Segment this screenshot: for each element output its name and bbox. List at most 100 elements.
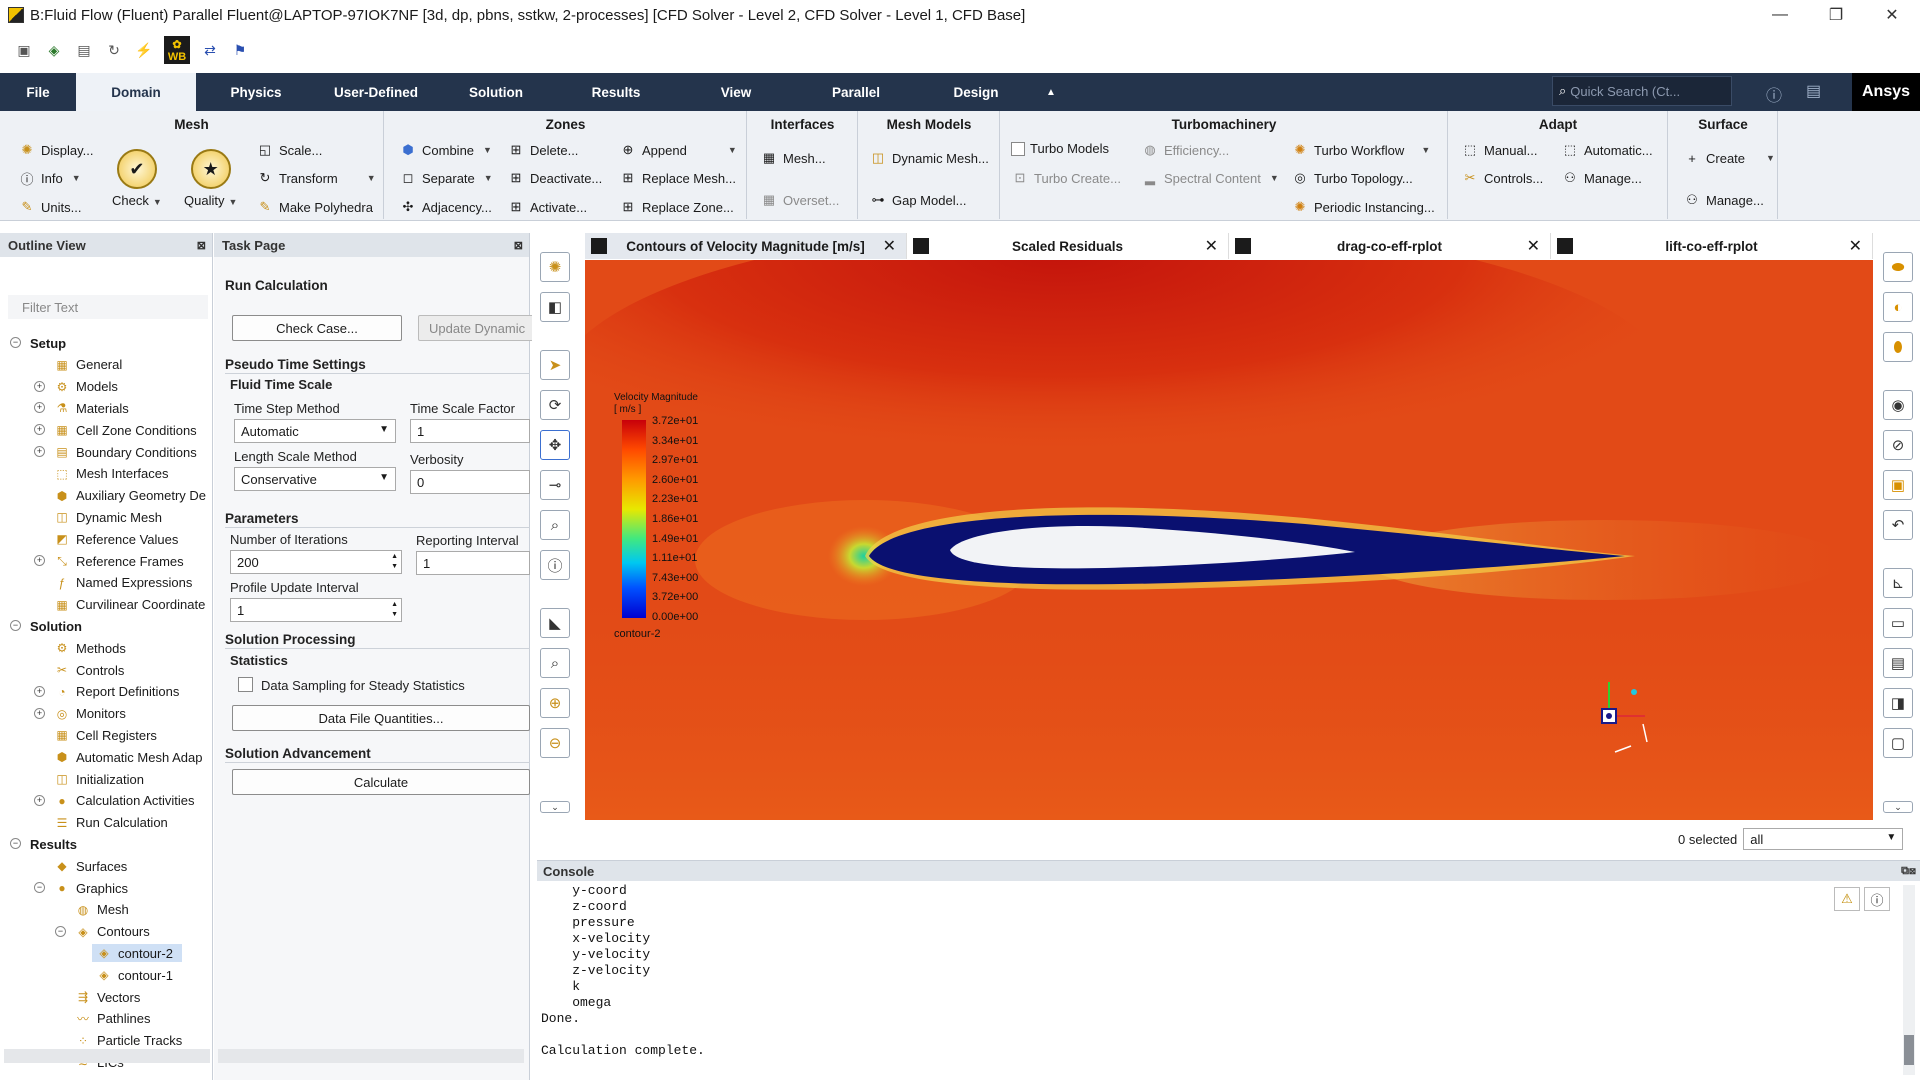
colormap-icon[interactable]: ◨ [1883,688,1913,718]
expand-icon[interactable]: + [34,402,45,414]
spectral-content-button[interactable]: ▂ Spectral Content ▼ [1141,169,1279,187]
flag-icon[interactable]: ⚑ [233,41,247,58]
views-icon[interactable]: ◧ [540,292,570,322]
close-panel-icon[interactable]: ⊠ [513,239,523,252]
gap-model-button[interactable]: ⊶ Gap Model... [869,191,967,209]
collapse-icon[interactable]: − [34,882,45,893]
tree-item[interactable]: ⬢ Auxiliary Geometry De [0,486,212,506]
tree-item[interactable]: + ⚗ Materials [0,398,212,418]
expand-icon[interactable]: + [34,685,45,697]
length-scale-select[interactable]: Conservative ▼ [234,467,396,491]
tree-item[interactable]: ◆ Surfaces [0,856,212,876]
parameters-icon[interactable]: ⇄ [204,41,216,58]
time-scale-factor-input[interactable]: 1 [410,419,530,443]
tab-parallel[interactable]: Parallel [831,84,881,100]
tree-item[interactable]: + ● Calculation Activities [0,791,212,811]
iterations-input[interactable]: 200 ▲ ▼ [230,550,402,574]
activate-button[interactable]: ⊞ Activate... [507,198,588,216]
automatic-adapt-button[interactable]: ⬚ Automatic... [1561,141,1653,159]
tree-item[interactable]: ⇶ Vectors [0,987,212,1007]
close-tab-icon[interactable]: ✕ [1848,238,1862,255]
check-button[interactable]: ✔ Check ▼ [112,149,162,208]
close-tab-icon[interactable]: ✕ [882,238,896,255]
time-step-method-select[interactable]: Automatic ▼ [234,419,396,443]
close-window-button[interactable]: ✕ [1885,7,1899,24]
adapt-manage-button[interactable]: ⚇ Manage... [1561,169,1642,187]
tree-item[interactable]: ◫ Initialization [0,769,212,789]
expand-icon[interactable]: + [34,707,45,719]
reload-icon[interactable]: ↻ [108,41,120,58]
turbo-models-checkbox[interactable]: Turbo Models [1011,141,1109,156]
tree-item[interactable]: − Solution [0,616,212,636]
annotation-icon[interactable]: ▤ [1883,648,1913,678]
spinner-icon[interactable]: ▲ ▼ [391,601,398,618]
info-icon[interactable]: ⓘ [1864,887,1890,911]
tab-file[interactable]: File [26,84,50,100]
tree-item[interactable]: − Setup [0,333,212,353]
console-vscrollbar[interactable] [1903,885,1915,1075]
tab-drag-plot[interactable]: drag-co-eff-rplot ✕ [1229,233,1551,259]
adapt-controls-button[interactable]: ✂ Controls... [1461,169,1544,187]
tree-item[interactable]: + ▤ Boundary Conditions [0,442,212,462]
help-icon[interactable]: ⓘ [1766,88,1783,105]
tree-item[interactable]: ◍ Mesh [0,900,212,920]
tree-item[interactable]: + ⚙ Models [0,377,212,397]
expand-icon[interactable]: + [34,446,45,457]
view-front-icon[interactable]: ⬮ [1883,332,1913,362]
tab-solution[interactable]: Solution [469,84,523,100]
replace-mesh-button[interactable]: ⊞ Replace Mesh... [619,169,736,187]
more-tools-icon[interactable]: ⌄ [540,801,570,813]
axes-icon[interactable]: ⊾ [1883,568,1913,598]
collapse-icon[interactable]: − [55,925,66,937]
tree-item[interactable]: − Results [0,834,212,854]
close-tab-icon[interactable]: ✕ [1204,238,1218,255]
tree-item[interactable]: 〰 Pathlines [0,1009,212,1029]
tab-domain[interactable]: Domain [76,73,196,111]
pointer-icon[interactable]: ➤ [540,350,570,380]
task-hscrollbar[interactable] [218,1049,524,1063]
zoom-icon[interactable]: ⊸ [540,470,570,500]
copy-view-icon[interactable]: ▢ [1883,728,1913,758]
tab-design[interactable]: Design [953,84,999,100]
turbo-create-button[interactable]: ⊡ Turbo Create... [1011,169,1121,187]
rotate-icon[interactable]: ⟳ [540,390,570,420]
read-data-icon[interactable]: ◈ [48,41,60,58]
tab-view[interactable]: View [720,84,752,100]
minimize-button[interactable]: — [1772,6,1788,23]
units-button[interactable]: ✎ Units... [18,198,82,216]
tree-item[interactable]: + ⤡ Reference Frames [0,551,212,571]
view-iso-icon[interactable]: ◐ [1883,292,1913,322]
collapse-ribbon-icon[interactable]: ▲ [1046,86,1056,98]
separate-button[interactable]: ◻ Separate ▼ [399,169,493,187]
write-case-icon[interactable]: ▤ [77,41,91,58]
close-panel-icon[interactable]: ⊠ [196,239,206,252]
tree-item[interactable]: ▦ Curvilinear Coordinate [0,595,212,615]
layout-icon[interactable]: ▤ [1806,83,1822,100]
data-sampling-checkbox[interactable] [238,677,253,692]
visibility-icon[interactable]: ◉ [1883,390,1913,420]
surface-create-button[interactable]: + Create ▼ [1683,149,1775,167]
expand-icon[interactable]: + [34,794,45,806]
tree-item[interactable]: ✂ Controls [0,660,212,680]
calculate-button[interactable]: Calculate [232,769,530,795]
collapse-icon[interactable]: − [10,337,21,348]
tree-item[interactable]: ◈ contour-1 [0,965,212,985]
spinner-icon[interactable]: ▲ ▼ [391,553,398,570]
turbo-workflow-button[interactable]: ✺ Turbo Workflow ▼ [1291,141,1431,159]
expand-icon[interactable]: + [34,380,45,392]
expand-icon[interactable]: + [34,555,45,566]
scale-button[interactable]: ◱ Scale... [256,141,323,159]
check-case-button[interactable]: Check Case... [232,315,402,341]
fit-icon[interactable]: ◣ [540,608,570,638]
open-case-icon[interactable]: ▣ [17,41,31,58]
view-top-icon[interactable]: ⬬ [1883,252,1913,282]
dynamic-mesh-button[interactable]: ◫ Dynamic Mesh... [869,149,989,167]
deactivate-button[interactable]: ⊞ Deactivate... [507,169,603,187]
tab-physics[interactable]: Physics [230,84,282,100]
zoom-out-icon[interactable]: ⊖ [540,728,570,758]
data-file-quantities-button[interactable]: Data File Quantities... [232,705,530,731]
pan-icon[interactable]: ✥ [540,430,570,460]
overset-button[interactable]: ▦ Overset... [760,191,840,209]
display-button[interactable]: ✺ Display... [18,141,94,159]
tab-lift-plot[interactable]: lift-co-eff-rplot ✕ [1551,233,1873,259]
